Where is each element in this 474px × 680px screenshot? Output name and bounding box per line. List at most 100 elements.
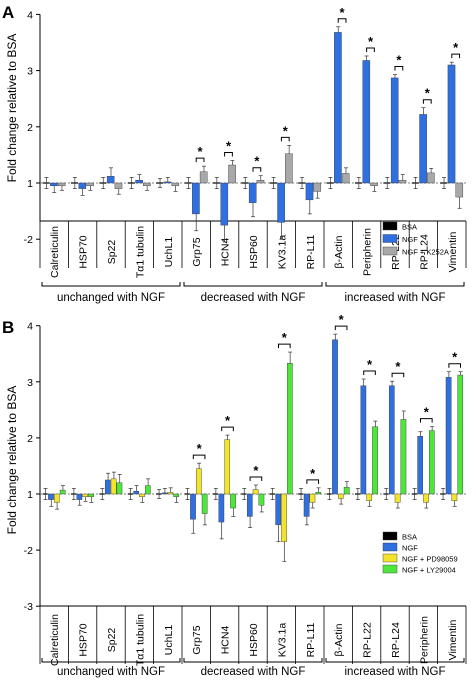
bar-ngf-k252a [171, 182, 180, 187]
bar-ngf-k252a [86, 182, 94, 187]
y-tick-label: 4 [27, 9, 33, 21]
bar-ngf-k252a [57, 182, 66, 187]
significance-star: * [339, 312, 345, 327]
bar-ngf-pd98059 [139, 493, 145, 498]
category-label: RP-L24 [390, 622, 402, 658]
significance-star: * [367, 357, 373, 372]
category-label: Calreticulin [49, 614, 61, 666]
significance-star: * [453, 40, 459, 55]
bar-ngf [246, 493, 253, 517]
bar-ngf-k252a [370, 182, 378, 187]
bar-ngf [305, 182, 314, 201]
significance-star: * [452, 350, 458, 365]
bar-ngf-ly29004 [429, 430, 435, 495]
bar-ngf-k252a [341, 173, 350, 184]
significance-bracket [195, 157, 205, 163]
bar-ngf [78, 182, 87, 189]
significance-star: * [395, 359, 401, 374]
group-bracket [41, 658, 181, 663]
bar-ngf [362, 60, 371, 184]
category-label: HSP70 [78, 623, 90, 656]
significance-bracket [451, 53, 461, 59]
bar-ngf-ly29004 [230, 493, 236, 509]
bar-ngf-k252a [398, 179, 407, 184]
bar-ngf [445, 377, 452, 495]
bar-ngf-pd98059 [82, 493, 89, 498]
bar-ngf [390, 77, 399, 184]
bar-ngf-pd98059 [167, 492, 174, 495]
legend-swatch [382, 564, 398, 574]
significance-star: * [225, 413, 231, 428]
bar-ngf [76, 493, 83, 500]
significance-bracket [192, 454, 206, 460]
bar-ngf [303, 493, 310, 517]
significance-star: * [198, 144, 204, 159]
bar-ngf-pd98059 [451, 493, 458, 501]
category-label: Vimentin [447, 232, 459, 273]
bar-ngf-ly29004 [372, 426, 378, 495]
y-axis-label: Fold change relative to BSA [5, 386, 19, 535]
bar-ngf-k252a [114, 182, 123, 189]
bar-ngf [163, 181, 172, 184]
bar-ngf-k252a [285, 153, 293, 184]
significance-bracket [363, 370, 376, 375]
bar-ngf [334, 32, 342, 184]
significance-bracket [280, 136, 290, 142]
category-label: HCN4 [220, 238, 232, 267]
bar-ngf [332, 339, 338, 495]
category-label: Tα1 tubulin [134, 226, 146, 278]
significance-bracket [366, 47, 375, 52]
category-label: HSP70 [78, 235, 90, 268]
category-label: HSP60 [248, 623, 260, 656]
bar-ngf-ly29004 [400, 419, 407, 495]
bar-ngf-pd98059 [252, 489, 259, 495]
bar-ngf [360, 385, 367, 495]
bar-ngf-pd98059 [224, 439, 231, 495]
category-label: β-Actin [333, 623, 345, 656]
bar-ngf [218, 493, 225, 523]
legend-label: NGF + K252A [402, 248, 449, 257]
group-label: decreased with NGF [201, 292, 306, 304]
significance-bracket [252, 167, 262, 172]
bar-ngf-ly29004 [258, 493, 265, 506]
y-tick-label: -2 [24, 234, 33, 246]
bar-ngf-pd98059 [54, 493, 60, 503]
significance-star: * [340, 5, 346, 20]
legend-swatch [382, 221, 398, 231]
significance-bracket [334, 325, 348, 331]
significance-star: * [283, 123, 289, 138]
panel-letter: A [2, 3, 14, 22]
panel-letter: B [2, 318, 14, 337]
bar-ngf-pd98059 [338, 493, 344, 499]
significance-bracket [448, 363, 462, 368]
group-label: increased with NGF [345, 292, 446, 304]
significance-bracket [277, 343, 291, 349]
significance-star: * [226, 139, 232, 154]
y-tick-label: 3 [27, 377, 33, 389]
legend-label: NGF + LY29004 [402, 566, 456, 575]
bar-ngf-ly29004 [287, 363, 293, 495]
significance-star: * [282, 330, 288, 345]
category-label: KV3.1a [276, 235, 288, 270]
legend-label: BSA [402, 533, 417, 542]
bar-ngf [388, 385, 395, 495]
significance-bracket [224, 152, 233, 157]
legend-label: NGF [402, 235, 418, 244]
legend-label: NGF + PD98059 [402, 555, 458, 564]
bar-ngf-ly29004 [116, 482, 123, 495]
category-label: UchL1 [163, 625, 175, 656]
significance-bracket [249, 476, 263, 482]
y-tick-label: -2 [24, 545, 33, 557]
significance-bracket [419, 418, 433, 423]
bar-ngf-pd98059 [309, 493, 316, 503]
y-tick-label: 1 [27, 489, 33, 501]
bar-ngf-k252a [455, 182, 464, 198]
group-label: decreased with NGF [201, 666, 306, 678]
bar-ngf [419, 114, 427, 184]
bar-ngf [135, 179, 143, 184]
significance-bracket [221, 426, 234, 432]
category-label: Sp22 [106, 628, 118, 653]
category-label: Calreticulin [49, 226, 61, 278]
bar-ngf-ly29004 [88, 493, 94, 498]
legend-label: NGF [402, 544, 418, 553]
